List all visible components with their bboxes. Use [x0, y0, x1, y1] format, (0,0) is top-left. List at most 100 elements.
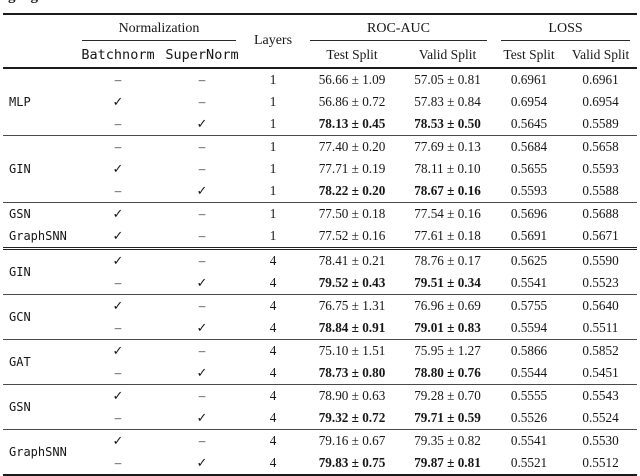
- roc-valid-value: 79.35 ± 0.82: [414, 433, 481, 448]
- roc-test-value: 75.10 ± 1.51: [318, 343, 386, 358]
- loss-valid-value: 0.5640: [582, 298, 619, 313]
- batchnorm-mark: –: [114, 72, 122, 87]
- roc-test-value: 56.66 ± 1.09: [318, 72, 386, 87]
- loss-test-value: 0.5541: [510, 433, 548, 448]
- layers-value: 1: [269, 206, 277, 221]
- loss-valid-value: 0.5589: [582, 116, 619, 131]
- layers-value: 4: [269, 298, 277, 313]
- batchnorm-mark: –: [114, 183, 122, 198]
- roc-valid-value: 57.83 ± 0.84: [414, 94, 481, 109]
- roc-test-value: 78.73 ± 0.80: [318, 365, 386, 380]
- layers-value: 1: [269, 183, 277, 198]
- roc-test-value: 77.50 ± 0.18: [318, 206, 386, 221]
- loss-valid-split-header: Valid Split: [571, 46, 630, 62]
- loss-test-value: 0.5555: [510, 388, 548, 403]
- roc-valid-value: 78.53 ± 0.50: [414, 116, 481, 131]
- layers-value: 4: [269, 275, 277, 290]
- table-row: GraphSNN ✓ – 4 79.16 ± 0.67 79.35 ± 0.82 0.554…: [3, 430, 637, 459]
- loss-valid-value: 0.5852: [582, 343, 619, 358]
- roc-test-value: 56.86 ± 0.72: [318, 94, 386, 109]
- model-column-header-empty: [3, 14, 75, 42]
- roc-test-value: 78.90 ± 0.63: [318, 388, 386, 403]
- layers-value: 1: [269, 72, 277, 87]
- loss-valid-value: 0.5590: [582, 253, 619, 268]
- roc-test-value: 78.13 ± 0.45: [318, 116, 386, 131]
- supernorm-mark: –: [198, 206, 206, 221]
- supernorm-mark: –: [198, 228, 206, 243]
- supernorm-mark: –: [198, 161, 206, 176]
- loss-test-value: 0.5696: [510, 206, 548, 221]
- loss-test-value: 0.5645: [510, 116, 548, 131]
- table-row: MLP – – 1 56.66 ± 1.09 57.05 ± 0.81 0.6961 0.69…: [3, 68, 637, 109]
- model-name: GraphSNN: [9, 445, 67, 459]
- model-name: GIN: [9, 265, 31, 279]
- roc-valid-value: 78.11 ± 0.10: [414, 161, 481, 176]
- model-name: GSN: [9, 207, 31, 221]
- layers-value: 4: [269, 253, 277, 268]
- model-name: GraphSNN: [9, 229, 67, 243]
- roc-valid-value: 79.28 ± 0.70: [414, 388, 481, 403]
- roc-test-split-header: Test Split: [326, 46, 378, 62]
- supernorm-mark: ✓: [196, 320, 208, 335]
- table-row: GAT ✓ – 4 75.10 ± 1.51 75.95 ± 1.27 0.5866 0.58…: [3, 340, 637, 369]
- results-table: Normalization Layers ROC-AUC LOSS Batchn…: [3, 13, 638, 476]
- roc-valid-value: 77.69 ± 0.13: [414, 139, 481, 154]
- loss-valid-value: 0.5593: [582, 161, 619, 176]
- layers-value: 4: [269, 320, 277, 335]
- roc-test-value: 78.22 ± 0.20: [318, 183, 386, 198]
- model-name: MLP: [9, 95, 31, 109]
- batchnorm-mark: ✓: [112, 298, 124, 313]
- model-column-subheader-empty: [3, 42, 75, 68]
- loss-test-value: 0.5594: [510, 320, 548, 335]
- clipped-caption-text: gg: [8, 0, 53, 5]
- roc-valid-value: 76.96 ± 0.69: [414, 298, 481, 313]
- supernorm-mark: –: [198, 139, 206, 154]
- batchnorm-mark: ✓: [112, 388, 124, 403]
- model-name: GIN: [9, 162, 31, 176]
- batchnorm-mark: ✓: [112, 228, 124, 243]
- loss-test-value: 0.5866: [510, 343, 548, 358]
- roc-valid-value: 78.76 ± 0.17: [414, 253, 481, 268]
- batchnorm-mark: ✓: [112, 206, 124, 221]
- roc-test-value: 78.84 ± 0.91: [318, 320, 386, 335]
- model-name: GAT: [9, 355, 31, 369]
- roc-test-value: 77.52 ± 0.16: [318, 228, 386, 243]
- roc-test-value: 76.75 ± 1.31: [318, 298, 386, 313]
- table-row: – ✓ 1 78.13 ± 0.45 78.53 ± 0.50 0.5645 0.5589: [3, 113, 638, 136]
- layers-value: 1: [269, 161, 277, 176]
- supernorm-mark: –: [198, 433, 206, 448]
- loss-valid-value: 0.5671: [582, 228, 619, 243]
- roc-valid-split-header: Valid Split: [418, 46, 477, 62]
- batchnorm-mark: –: [114, 275, 122, 290]
- table-row: – ✓ 4 78.73 ± 0.80 78.80 ± 0.76 0.5544 0.5451: [3, 362, 638, 385]
- batchnorm-mark: ✓: [112, 161, 124, 176]
- table-row: ✓ – 1 56.86 ± 0.72 57.83 ± 0.84 0.6954 0.6954: [3, 91, 637, 113]
- supernorm-mark: ✓: [196, 116, 208, 131]
- table-row: GIN – – 1 77.40 ± 0.20 77.69 ± 0.13 0.5684 0.56…: [3, 136, 637, 176]
- batchnorm-mark: ✓: [112, 253, 124, 268]
- table-row: ✓ – 1 77.71 ± 0.19 78.11 ± 0.10 0.5655 0.5593: [3, 158, 637, 180]
- loss-test-value: 0.6954: [510, 94, 548, 109]
- batchnorm-mark: –: [114, 116, 122, 131]
- loss-test-value: 0.5755: [510, 298, 548, 313]
- layers-value: 1: [269, 139, 277, 154]
- loss-valid-value: 0.6961: [582, 72, 619, 87]
- table-row: GSN ✓ – 1 77.50 ± 0.18 77.54 ± 0.16 0.5696 0.56…: [3, 203, 637, 226]
- roc-valid-value: 77.54 ± 0.16: [414, 206, 481, 221]
- table-body: MLP – – 1 56.66 ± 1.09 57.05 ± 0.81 0.6961 0.69…: [3, 68, 638, 475]
- layers-value: 4: [269, 433, 277, 448]
- batchnorm-mark: –: [114, 365, 122, 380]
- layers-column-header: Layers: [253, 33, 293, 48]
- loss-valid-value: 0.5543: [582, 388, 619, 403]
- table-header: Normalization Layers ROC-AUC LOSS Batchn…: [3, 14, 638, 68]
- supernorm-mark: –: [198, 388, 206, 403]
- supernorm-mark: –: [198, 72, 206, 87]
- batchnorm-mark: –: [114, 410, 122, 425]
- supernorm-mark: ✓: [196, 455, 208, 470]
- supernorm-mark: –: [198, 253, 206, 268]
- batchnorm-mark: –: [114, 320, 122, 335]
- roc-valid-value: 79.01 ± 0.83: [414, 320, 481, 335]
- batchnorm-mark: –: [114, 455, 122, 470]
- model-name: GCN: [9, 310, 31, 324]
- batchnorm-mark: –: [114, 139, 122, 154]
